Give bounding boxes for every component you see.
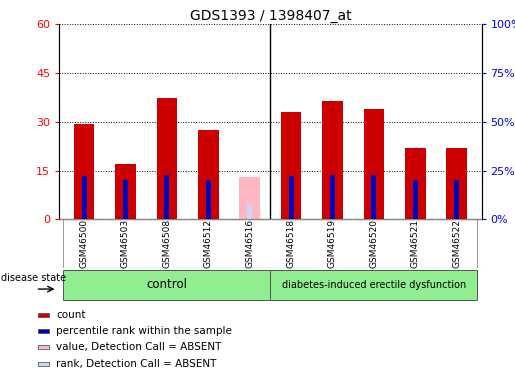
Bar xyxy=(322,101,343,219)
Text: value, Detection Call = ABSENT: value, Detection Call = ABSENT xyxy=(56,342,221,352)
Text: GSM46503: GSM46503 xyxy=(121,219,130,268)
Bar xyxy=(123,180,128,219)
Bar xyxy=(157,98,177,219)
Bar xyxy=(413,180,418,219)
Bar xyxy=(164,174,169,219)
Text: control: control xyxy=(146,279,187,291)
Bar xyxy=(270,270,477,300)
Bar xyxy=(371,174,376,219)
Bar xyxy=(81,177,87,219)
Bar xyxy=(38,362,49,366)
Bar xyxy=(247,204,252,219)
Text: GSM46519: GSM46519 xyxy=(328,219,337,268)
Bar xyxy=(288,177,294,219)
Text: GSM46518: GSM46518 xyxy=(286,219,296,268)
Text: percentile rank within the sample: percentile rank within the sample xyxy=(56,326,232,336)
Text: diabetes-induced erectile dysfunction: diabetes-induced erectile dysfunction xyxy=(282,280,466,290)
Bar xyxy=(405,148,425,219)
Title: GDS1393 / 1398407_at: GDS1393 / 1398407_at xyxy=(190,9,351,23)
Bar xyxy=(281,112,301,219)
Text: rank, Detection Call = ABSENT: rank, Detection Call = ABSENT xyxy=(56,359,216,369)
Text: GSM46500: GSM46500 xyxy=(79,219,89,268)
Bar xyxy=(364,109,384,219)
Bar xyxy=(447,148,467,219)
Text: GSM46508: GSM46508 xyxy=(162,219,171,268)
Text: GSM46516: GSM46516 xyxy=(245,219,254,268)
Bar xyxy=(206,180,211,219)
Bar xyxy=(115,164,136,219)
Bar xyxy=(74,123,94,219)
Text: GSM46520: GSM46520 xyxy=(369,219,379,268)
Bar xyxy=(330,174,335,219)
Text: disease state: disease state xyxy=(1,273,66,283)
Text: GSM46521: GSM46521 xyxy=(411,219,420,268)
Text: count: count xyxy=(56,310,85,320)
Bar xyxy=(38,313,49,316)
Bar xyxy=(454,180,459,219)
Bar xyxy=(239,177,260,219)
Text: GSM46522: GSM46522 xyxy=(452,219,461,268)
Bar xyxy=(198,130,219,219)
Bar xyxy=(63,270,270,300)
Bar xyxy=(38,345,49,350)
Text: GSM46512: GSM46512 xyxy=(204,219,213,268)
Bar xyxy=(38,329,49,333)
